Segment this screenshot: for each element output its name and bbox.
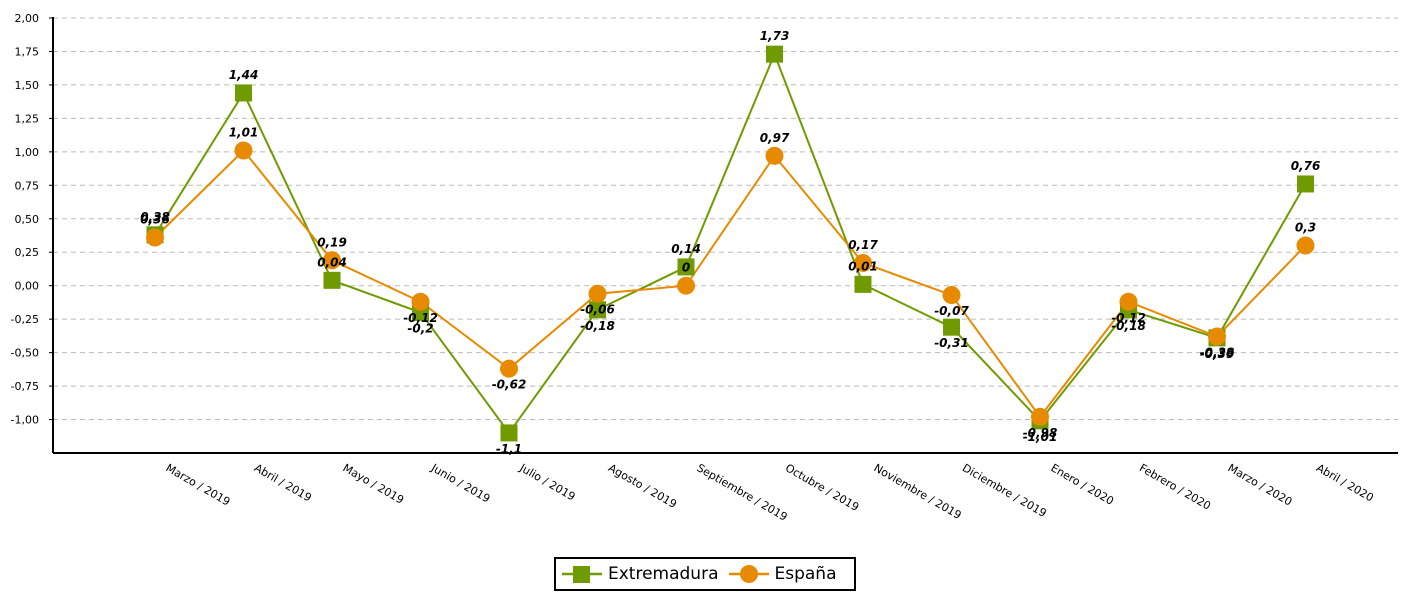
data-point-square	[854, 275, 872, 293]
data-point-circle	[234, 141, 253, 160]
y-tick-label: -0,75	[11, 380, 39, 393]
data-label: 1,44	[229, 68, 259, 82]
x-tick-label: Abril / 2020	[1314, 461, 1376, 504]
x-tick-label: Abril / 2019	[252, 461, 314, 504]
series-group	[146, 45, 1315, 442]
y-tick-label: 2,00	[15, 12, 40, 25]
data-label: 0,14	[671, 242, 701, 256]
data-point-circle	[1119, 292, 1138, 311]
data-label: 0,97	[760, 131, 790, 145]
y-axis-ticks: 2,00 1,75 1,50 1,25 1,00 0,75 0,50 0,25 0,00 -0,2…	[11, 12, 53, 427]
legend: Extremadura España	[554, 557, 856, 591]
circle-marker-icon	[728, 565, 769, 583]
data-label: -1,01	[1023, 430, 1058, 444]
data-point-circle	[1296, 236, 1315, 255]
data-label: -0,2	[407, 321, 433, 335]
data-point-square	[500, 424, 518, 442]
data-label: -0,07	[934, 304, 969, 318]
y-tick-label: 1,75	[15, 45, 40, 58]
legend-item-espana: España	[728, 564, 837, 584]
x-tick-label: Febrero / 2020	[1137, 461, 1213, 512]
data-label: -0,31	[934, 336, 969, 350]
data-point-circle	[411, 292, 430, 311]
y-tick-label: 0,00	[15, 280, 40, 293]
y-tick-label: -0,50	[11, 347, 39, 360]
data-label: -0,39	[1200, 347, 1235, 361]
data-label: -0,12	[1111, 311, 1146, 325]
data-label: 1,73	[760, 29, 790, 43]
x-tick-label: Septiembre / 2019	[695, 461, 790, 523]
data-label: -0,06	[580, 303, 615, 317]
data-label: 1,01	[229, 126, 259, 140]
data-label: -0,12	[403, 311, 438, 325]
data-point-square	[589, 301, 606, 319]
y-tick-label: -1,00	[11, 414, 39, 427]
data-label: 0,04	[317, 255, 347, 269]
series-line-1	[154, 51, 1307, 435]
data-label: 0,01	[848, 259, 878, 273]
data-point-square	[677, 258, 695, 276]
x-tick-label: Julio / 2019	[517, 461, 578, 504]
legend-label: España	[774, 564, 837, 584]
data-label: -0,62	[492, 378, 527, 392]
x-tick-label: Enero / 2020	[1049, 461, 1116, 507]
y-tick-label: 0,75	[15, 179, 40, 192]
data-point-circle	[146, 228, 164, 247]
data-point-square	[766, 45, 783, 63]
x-tick-label: Agosto / 2019	[606, 461, 679, 511]
data-point-square	[1297, 175, 1314, 193]
x-tick-label: Octubre / 2019	[783, 461, 861, 514]
data-labels: 0,381,440,04-0,2-1,1-0,180,141,730,01-0,…	[140, 29, 1320, 456]
x-tick-label: Diciembre / 2019	[960, 461, 1049, 520]
data-point-circle	[1208, 327, 1226, 346]
data-point-circle	[765, 146, 784, 165]
data-label: -0,18	[580, 319, 615, 333]
x-tick-label: Junio / 2019	[428, 461, 492, 506]
y-tick-label: 0,50	[15, 213, 40, 226]
data-label: 0,38	[140, 210, 170, 224]
data-point-square	[235, 84, 252, 102]
data-point-circle	[323, 251, 341, 270]
y-tick-label: 1,00	[15, 146, 40, 159]
data-label: 0,36	[140, 213, 170, 227]
data-label: 0,19	[317, 235, 347, 249]
data-point-square	[323, 271, 341, 289]
data-label: 0,17	[848, 238, 878, 252]
x-tick-label: Noviembre / 2019	[872, 461, 964, 522]
series-line-2	[154, 149, 1307, 419]
data-point-circle	[588, 284, 607, 303]
x-axis-ticks: Marzo / 2019 Abril / 2019 Mayo / 2019 Junio…	[164, 461, 1376, 524]
y-tick-label: 0,25	[15, 246, 40, 259]
data-point-square	[943, 318, 960, 336]
legend-label: Extremadura	[608, 564, 719, 584]
data-point-circle	[1031, 407, 1049, 426]
legend-item-extremadura: Extremadura	[562, 564, 719, 584]
data-label: 0,76	[1291, 159, 1321, 173]
square-marker-icon	[562, 566, 602, 583]
data-label: -0,98	[1023, 426, 1058, 440]
y-tick-label: -0,25	[11, 313, 39, 326]
data-label: 0,3	[1295, 221, 1316, 235]
y-tick-label: 1,50	[15, 79, 40, 92]
data-point-circle	[942, 286, 961, 305]
data-label: -0,38	[1200, 346, 1235, 360]
x-tick-label: Marzo / 2020	[1226, 461, 1295, 508]
data-point-circle	[854, 253, 872, 272]
y-tick-label: 1,25	[15, 112, 40, 125]
data-point-circle	[677, 276, 695, 295]
x-tick-label: Marzo / 2019	[164, 461, 233, 508]
x-tick-label: Mayo / 2019	[341, 461, 407, 506]
data-point-circle	[500, 359, 518, 378]
data-label: 0	[682, 261, 690, 275]
data-label: -0,18	[1111, 319, 1146, 333]
